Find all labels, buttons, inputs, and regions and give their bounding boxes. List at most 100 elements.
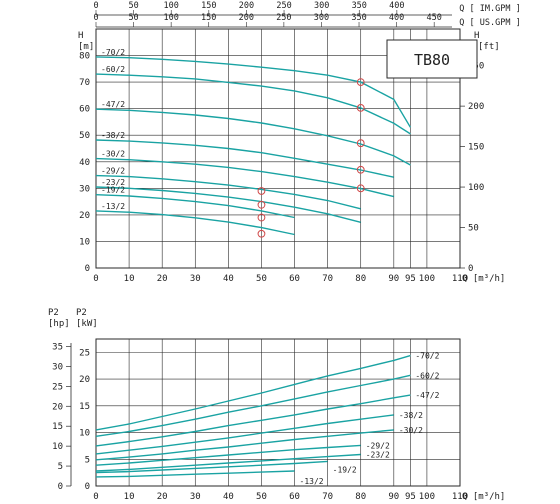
power-kw-tick-label: 25 <box>79 348 90 358</box>
power-kw-tick-label: 15 <box>79 402 90 412</box>
power-curve <box>95 354 411 431</box>
us-gpm-tick-label: 0 <box>93 13 98 23</box>
head-x-label: Q [m³/h] <box>462 274 505 284</box>
power-x-tick-label: 110 <box>452 492 468 502</box>
power-curve <box>95 444 361 466</box>
us-gpm-tick-label: 350 <box>351 13 366 23</box>
duty-point-marker <box>356 139 365 148</box>
power-x-tick-label: 80 <box>355 492 366 502</box>
head-ft-label-name: H <box>474 31 479 41</box>
head-ft-tick-label: 50 <box>468 224 479 234</box>
head-x-tick-label: 60 <box>289 274 300 284</box>
us-gpm-tick-label: 200 <box>239 13 254 23</box>
power-series-label: -30/2 <box>399 426 423 435</box>
power-x-tick-label: 100 <box>419 492 435 502</box>
im-gpm-tick-label: 50 <box>128 1 138 11</box>
power-series-label: -19/2 <box>333 465 357 474</box>
chart-title: TB80 <box>414 51 450 69</box>
head-ft-tick-label: 150 <box>468 143 484 153</box>
us-gpm-tick-label: 300 <box>314 13 329 23</box>
power-x-tick-label: 90 <box>388 492 399 502</box>
power-x-tick-label: 60 <box>289 492 300 502</box>
head-y-tick-label: 60 <box>79 105 90 115</box>
head-x-tick-label: 70 <box>322 274 333 284</box>
head-x-tick-label: 30 <box>190 274 201 284</box>
head-curve <box>95 210 295 236</box>
power-series-label: -38/2 <box>399 411 423 420</box>
head-x-tick-label: 40 <box>223 274 234 284</box>
head-series-label: -60/2 <box>101 65 125 74</box>
head-curve <box>95 157 394 198</box>
duty-point-marker <box>356 165 365 174</box>
power-kw-tick-label: 20 <box>79 375 90 385</box>
power-x-tick-label: 30 <box>190 492 201 502</box>
head-series-label: -19/2 <box>101 186 125 195</box>
head-y-tick-label: 70 <box>79 78 90 88</box>
power-x-tick-label: 95 <box>405 492 416 502</box>
power-x-tick-label: 50 <box>256 492 267 502</box>
im-gpm-tick-label: 250 <box>276 1 291 11</box>
power-curve <box>95 414 394 455</box>
head-ft-tick-label: 100 <box>468 183 484 193</box>
head-series-label: -13/2 <box>101 202 125 211</box>
im-gpm-tick-label: 150 <box>201 1 216 11</box>
power-kw-tick-label: 0 <box>85 482 90 492</box>
head-x-tick-label: 100 <box>419 274 435 284</box>
power-curve <box>95 374 411 437</box>
us-gpm-tick-label: 250 <box>276 13 291 23</box>
power-curve <box>95 394 411 447</box>
power-hp-tick-label: 0 <box>58 482 63 492</box>
us-gpm-tick-label: 100 <box>163 13 178 23</box>
power-hp-label-name: P2 <box>48 308 59 318</box>
head-series-label: -29/2 <box>101 167 125 176</box>
head-y-label-name: H <box>78 31 83 41</box>
im-gpm-label: Q [ IM.GPM ] <box>459 4 520 14</box>
power-series-label: -70/2 <box>415 352 439 361</box>
head-curve <box>95 186 361 223</box>
duty-point-marker <box>356 184 365 193</box>
head-y-tick-label: 40 <box>79 158 90 168</box>
duty-point-marker <box>257 200 266 209</box>
head-curve <box>95 174 361 210</box>
head-curve <box>95 139 394 178</box>
head-curve <box>95 108 411 166</box>
power-x-tick-label: 0 <box>93 492 98 502</box>
im-gpm-tick-label: 350 <box>352 1 367 11</box>
title-box: TB80 <box>386 39 478 79</box>
us-gpm-label: Q [ US.GPM ] <box>459 18 520 28</box>
duty-point-marker <box>356 103 365 112</box>
head-series-label: -30/2 <box>101 150 125 159</box>
power-curve <box>95 429 394 461</box>
power-kw-tick-label: 5 <box>85 455 90 465</box>
power-series-label: -60/2 <box>415 371 439 380</box>
power-grid <box>95 338 461 487</box>
power-x-tick-label: 10 <box>124 492 135 502</box>
duty-point-marker <box>257 187 266 195</box>
title-frame <box>386 39 478 79</box>
head-x-tick-label: 110 <box>452 274 468 284</box>
head-x-tick-label: 95 <box>405 274 416 284</box>
head-y-tick-label: 20 <box>79 211 90 221</box>
power-kw-label-name: P2 <box>76 308 87 318</box>
head-series-label: -47/2 <box>101 100 125 109</box>
head-x-tick-label: 90 <box>388 274 399 284</box>
im-gpm-tick-label: 200 <box>239 1 254 11</box>
head-y-label-unit: [m] <box>78 42 94 52</box>
head-x-tick-label: 10 <box>124 274 135 284</box>
power-hp-tick-label: 5 <box>58 462 63 472</box>
head-curve <box>95 73 411 135</box>
us-gpm-tick-label: 450 <box>426 13 441 23</box>
power-hp-label-unit: [hp] <box>48 319 70 329</box>
power-x-tick-label: 70 <box>322 492 333 502</box>
head-curve <box>95 56 412 128</box>
head-y-tick-label: 10 <box>79 237 90 247</box>
power-series-label: -29/2 <box>366 441 390 450</box>
power-curve <box>95 453 361 472</box>
power-x-label: Q [m³/h] <box>462 492 505 502</box>
head-ft-label-unit: [ft] <box>478 42 500 52</box>
power-kw-tick-label: 10 <box>79 429 90 439</box>
power-hp-tick-label: 20 <box>52 402 63 412</box>
head-y-tick-label: 80 <box>79 52 90 62</box>
duty-point-marker <box>257 229 266 238</box>
